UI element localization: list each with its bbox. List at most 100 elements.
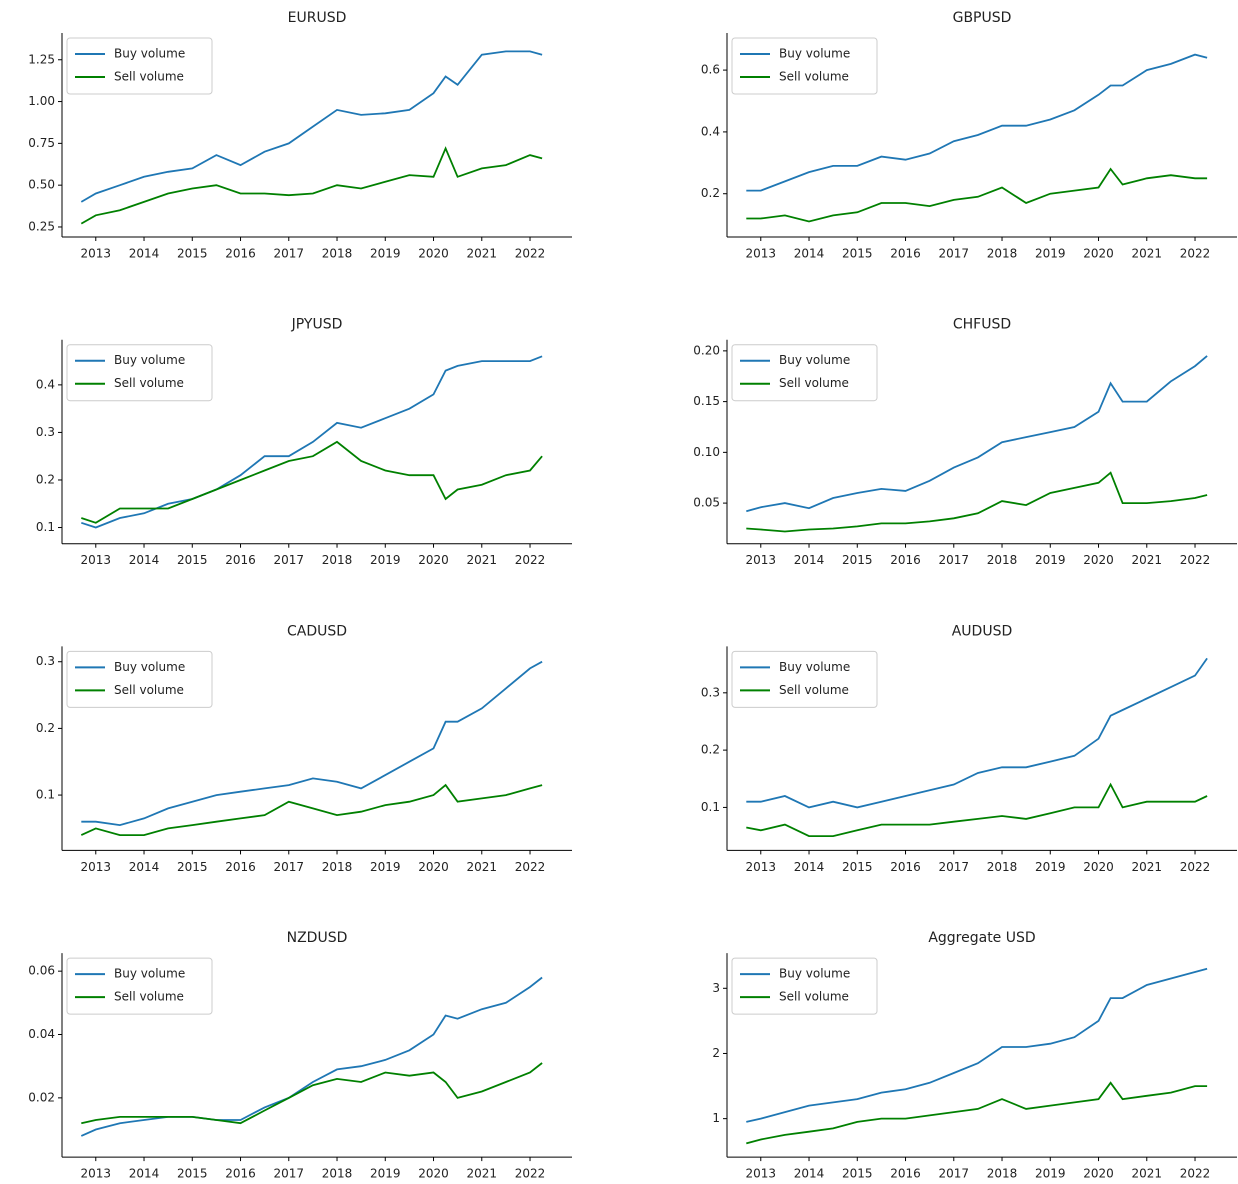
x-tick-label: 2013 (81, 553, 112, 567)
y-tick-label: 0.02 (28, 1090, 55, 1104)
y-tick-label: 0.3 (36, 425, 55, 439)
x-tick-label: 2021 (466, 247, 497, 261)
legend-box (66, 344, 213, 402)
y-tick-label: 1.00 (28, 94, 55, 108)
x-tick-label: 2018 (322, 1167, 353, 1181)
x-tick-label: 2017 (939, 860, 970, 874)
data-line (746, 782, 1208, 837)
subplot-title: CHFUSD (953, 317, 1011, 333)
legend-label: Buy volume (114, 47, 185, 61)
x-tick-label: 2013 (81, 247, 112, 261)
x-tick-label: 2021 (466, 553, 497, 567)
x-tick-label: 2013 (81, 860, 112, 874)
x-tick-label: 2017 (274, 1167, 305, 1181)
x-tick-label: 2018 (987, 860, 1018, 874)
subplot-title: CADUSD (287, 623, 347, 639)
x-tick-label: 2015 (177, 553, 208, 567)
y-tick-label: 0.1 (36, 788, 55, 802)
x-tick-label: 2013 (746, 1167, 777, 1181)
subplot-title: Aggregate USD (928, 930, 1035, 946)
subplot-title: EURUSD (288, 10, 347, 26)
legend-box (731, 650, 878, 708)
subplot-title: GBPUSD (953, 10, 1012, 26)
y-tick-label: 0.04 (28, 1027, 55, 1041)
x-tick-label: 2016 (890, 860, 921, 874)
x-tick-label: 2021 (466, 1167, 497, 1181)
y-tick-label: 2 (712, 1046, 720, 1060)
x-tick-label: 2020 (418, 860, 449, 874)
x-tick-label: 2022 (515, 553, 546, 567)
x-tick-label: 2015 (177, 247, 208, 261)
x-tick-label: 2014 (794, 1167, 825, 1181)
x-tick-label: 2018 (987, 247, 1018, 261)
y-tick-label: 0.2 (701, 186, 720, 200)
legend-label: Sell volume (114, 70, 184, 84)
x-tick-label: 2015 (177, 1167, 208, 1181)
y-tick-label: 0.06 (28, 964, 55, 978)
data-line (746, 167, 1208, 223)
x-tick-label: 2022 (515, 860, 546, 874)
y-tick-label: 3 (712, 981, 720, 995)
x-tick-label: 2013 (746, 553, 777, 567)
x-tick-label: 2013 (81, 1167, 112, 1181)
y-tick-label: 0.3 (36, 654, 55, 668)
legend-box (66, 37, 213, 95)
y-tick-label: 0.10 (693, 445, 720, 459)
x-tick-label: 2022 (1180, 1167, 1211, 1181)
x-tick-label: 2017 (274, 247, 305, 261)
x-tick-label: 2022 (1180, 553, 1211, 567)
subplot: JPYUSD 0.1 0.2 0.3 0.4 2013 2014 2015 2016 2017 20… (36, 317, 572, 567)
legend-label: Buy volume (114, 660, 185, 674)
x-tick-label: 2021 (1131, 553, 1162, 567)
y-tick-label: 0.2 (36, 721, 55, 735)
x-tick-label: 2014 (129, 247, 160, 261)
data-line (80, 783, 543, 836)
y-tick-label: 0.3 (701, 685, 720, 699)
legend-label: Buy volume (779, 353, 850, 367)
x-tick-label: 2017 (274, 860, 305, 874)
subplot-title: NZDUSD (287, 930, 348, 946)
x-tick-label: 2014 (129, 553, 160, 567)
x-tick-label: 2015 (842, 247, 873, 261)
x-tick-label: 2017 (939, 247, 970, 261)
x-tick-label: 2019 (1035, 1167, 1066, 1181)
x-tick-label: 2018 (322, 553, 353, 567)
x-tick-label: 2021 (1131, 1167, 1162, 1181)
x-tick-label: 2020 (418, 247, 449, 261)
x-tick-label: 2015 (842, 860, 873, 874)
legend-box (731, 344, 878, 402)
data-line (81, 660, 543, 827)
x-tick-label: 2019 (370, 1167, 401, 1181)
legend-label: Buy volume (779, 660, 850, 674)
data-line (80, 146, 543, 225)
y-tick-label: 0.05 (693, 496, 720, 510)
x-tick-label: 2014 (794, 247, 825, 261)
data-line (81, 1062, 543, 1125)
legend-label: Sell volume (114, 683, 184, 697)
y-tick-label: 0.2 (36, 472, 55, 486)
x-tick-label: 2020 (1083, 247, 1114, 261)
x-tick-label: 2016 (225, 553, 256, 567)
subplot: CHFUSD 0.05 0.10 0.15 0.20 2013 2014 2015 2016 20… (693, 317, 1237, 567)
subplot: GBPUSD 0.2 0.4 0.6 2013 2014 2015 2016 2017 2018 2… (701, 10, 1237, 261)
legend-label: Sell volume (114, 990, 184, 1004)
x-tick-label: 2019 (1035, 553, 1066, 567)
x-tick-label: 2020 (1083, 1167, 1114, 1181)
x-tick-label: 2022 (515, 247, 546, 261)
data-line (746, 53, 1208, 192)
subplot: EURUSD 0.25 0.50 0.75 1.00 1.25 2013 2014 2015 20… (28, 10, 572, 261)
x-tick-label: 2016 (225, 860, 256, 874)
legend-label: Buy volume (114, 967, 185, 981)
y-tick-label: 0.4 (36, 377, 55, 391)
subplot: Aggregate USD 1 2 3 2013 2014 2015 2016 2017 2018… (712, 930, 1237, 1181)
legend-box (731, 37, 878, 95)
x-tick-label: 2019 (1035, 247, 1066, 261)
y-tick-label: 1 (712, 1111, 720, 1125)
x-tick-label: 2018 (987, 1167, 1018, 1181)
x-tick-label: 2016 (225, 247, 256, 261)
x-tick-label: 2016 (890, 247, 921, 261)
x-tick-label: 2014 (129, 1167, 160, 1181)
data-line (80, 976, 543, 1137)
x-tick-label: 2017 (274, 553, 305, 567)
